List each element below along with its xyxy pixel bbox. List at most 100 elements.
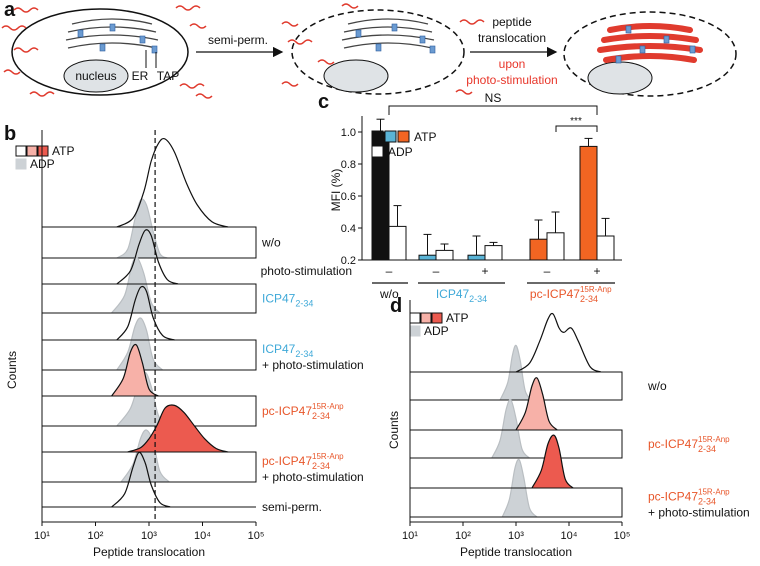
legend-swatch [15,145,27,157]
bar [467,254,486,261]
label-main: w/o [647,379,667,393]
label: pc-ICP472-3415R-Anp [648,488,730,507]
row-title: photo-stimulation [261,264,352,278]
bar [596,235,615,261]
x-tick-label: 10² [88,530,104,542]
label-main: pc-ICP47 [262,404,312,418]
cell-label: nucleus [75,69,116,83]
label-sup: 15R-Anp [698,488,730,497]
label-sub: 2-34 [469,294,487,304]
label: w/o [647,379,667,393]
y-tick-label: 0.8 [341,159,356,171]
panel-label: a [4,0,16,21]
label-main: semi-perm. [262,500,322,514]
stim-label: – [433,264,440,278]
bar [418,254,437,261]
panel-label: d [390,295,402,317]
bracket [616,371,623,401]
annotation: *** [570,116,582,127]
stim-label: + [481,264,488,278]
label-main: pc-ICP47 [530,287,580,301]
panel-label: b [4,123,16,145]
atp-curve [127,404,229,453]
legend-label: ADP [424,324,449,338]
legend-swatch [409,312,421,324]
bracket [616,487,623,518]
atp-curve [111,451,171,508]
legend-label: ATP [446,311,468,325]
x-tick-label: 10⁴ [561,530,578,542]
legend-swatch [420,312,432,324]
bracket [250,226,257,259]
label-sub: 2-34 [580,294,598,304]
bracket [250,395,257,427]
label: pc-ICP472-3415R-Anp [262,452,344,471]
step-label: semi-perm. [208,33,268,47]
x-tick-label: 10¹ [402,530,418,542]
step-label: upon [499,57,526,71]
bar [484,245,503,261]
label: semi-perm. [262,500,322,514]
legend-swatch [15,158,27,170]
x-axis-title: Peptide translocation [93,545,205,559]
atp-curve [515,377,558,431]
bar [546,232,565,261]
label-main: w/o [261,236,281,250]
y-tick-label: 0.4 [341,223,356,235]
tap [77,23,696,64]
atp-curve [116,285,175,341]
er-loaded [597,23,703,63]
label-main: ICP47 [436,287,470,301]
label-main: pc-ICP47 [648,437,698,451]
label-sub: 2-34 [312,411,330,421]
label: w/o [379,287,399,301]
atp-curve [116,137,229,228]
y-tick-label: 1.0 [341,127,356,139]
legend-label: ATP [52,144,74,158]
x-tick-label: 10⁵ [614,530,631,542]
sig-bracket [388,105,598,115]
x-tick-label: 10³ [508,530,524,542]
step-label: peptide [492,15,532,29]
cell [11,8,189,96]
label-sup: 15R-Anp [580,285,612,294]
atp-curve [515,312,602,373]
bar [529,238,548,261]
label-main: ICP47 [262,292,296,306]
legend-swatch [397,130,410,143]
sig-bracket [555,125,598,132]
label-sub: 2-34 [295,299,313,309]
x-tick-label: 10¹ [34,530,50,542]
x-tick-label: 10² [455,530,471,542]
legend-swatch [371,130,384,143]
cell-label: TAP [157,69,179,83]
y-tick-label: 0.2 [341,255,356,267]
nucleus [323,59,389,93]
legend-swatch [26,145,38,157]
bracket [616,429,623,459]
label-sup: 15R-Anp [312,452,344,461]
stim-label: – [386,264,393,278]
legend-swatch [431,312,443,324]
legend-label: ADP [388,145,413,159]
adp-curve [111,256,161,314]
peptides [1,3,485,99]
bar [388,225,407,261]
label-sub: 2-34 [312,461,330,471]
stim-label: + [593,264,600,278]
legend-label: ATP [414,130,436,144]
label-sup: 15R-Anp [312,402,344,411]
annotation: NS [485,91,502,105]
label-main: w/o [379,287,399,301]
adp-curve [116,198,168,259]
adp-curve [491,399,530,459]
atp-curve [531,434,574,489]
label-sub: 2-34 [698,444,716,454]
legend-swatch [37,145,49,157]
stim-label: – [544,264,551,278]
label: ICP472-34 [262,292,313,309]
label-sup: 15R-Anp [698,435,730,444]
label-main: ICP47 [262,342,296,356]
x-axis-title: Peptide translocation [460,545,572,559]
bar [579,145,598,261]
